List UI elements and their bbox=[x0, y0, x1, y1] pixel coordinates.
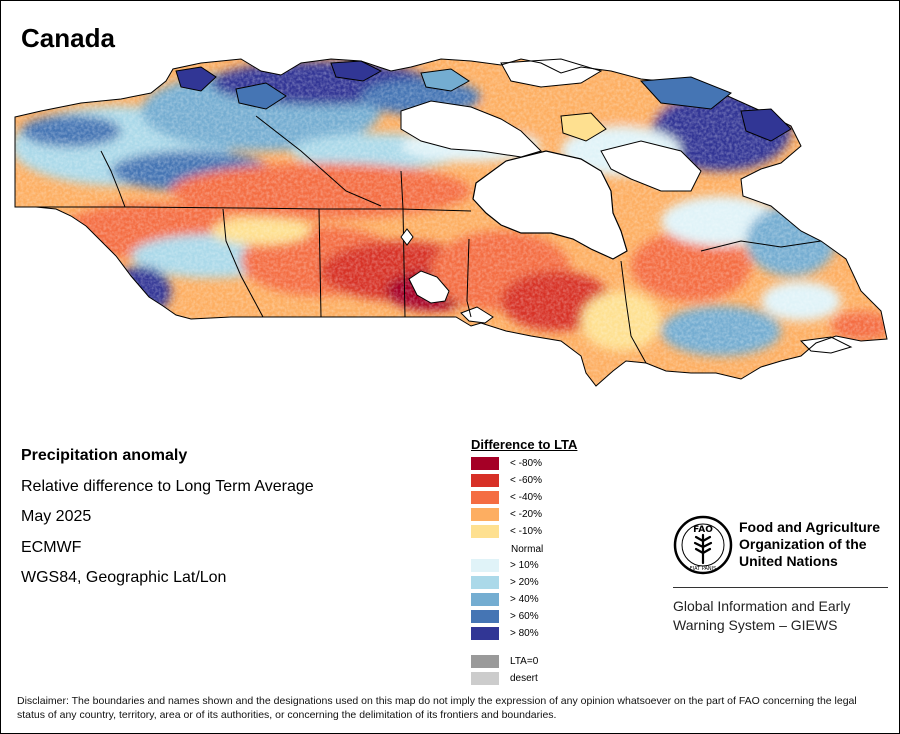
disclaimer: Disclaimer: The boundaries and names sho… bbox=[17, 695, 857, 721]
legend-swatch bbox=[471, 576, 499, 589]
legend-label: desert bbox=[510, 673, 538, 684]
legend-label: < -20% bbox=[510, 509, 542, 520]
foxe-basin bbox=[600, 140, 702, 192]
fao-organization-name: Food and Agriculture Organization of the… bbox=[739, 519, 880, 570]
fao-logo-motto: FIAT PANIS bbox=[690, 566, 717, 572]
legend-title: Difference to LTA bbox=[471, 437, 578, 452]
legend-normal-label: Normal bbox=[511, 544, 544, 555]
legend-label: > 10% bbox=[510, 560, 539, 571]
precipitation-anomaly-map bbox=[14, 58, 888, 387]
arctic-north bbox=[500, 58, 603, 88]
arctic-channels bbox=[400, 100, 542, 158]
hudson-bay bbox=[472, 150, 628, 260]
legend-label: < -10% bbox=[510, 526, 542, 537]
boundary-nwt-nunavut bbox=[255, 115, 382, 207]
legend-swatch bbox=[471, 457, 499, 470]
legend-swatch bbox=[471, 559, 499, 572]
boundary-sask-manitoba bbox=[400, 170, 406, 318]
fao-name-line: United Nations bbox=[739, 553, 838, 569]
legend-label: < -40% bbox=[510, 492, 542, 503]
boundary-60n bbox=[15, 206, 472, 212]
legend-label: > 60% bbox=[510, 611, 539, 622]
boundary-alberta-sask bbox=[318, 208, 322, 318]
legend-label: < -80% bbox=[510, 458, 542, 469]
fao-divider bbox=[673, 587, 888, 588]
legend-label: > 80% bbox=[510, 628, 539, 639]
boundary-ontario-quebec bbox=[620, 260, 647, 364]
boundary-bc-alberta bbox=[222, 208, 264, 318]
water-bodies bbox=[400, 58, 853, 354]
fao-logo-text: FAO bbox=[693, 525, 713, 535]
map-source: ECMWF bbox=[21, 538, 82, 556]
giews-line: Warning System – GIEWS bbox=[673, 617, 838, 633]
giews-line: Global Information and Early bbox=[673, 598, 851, 614]
legend-swatch bbox=[471, 672, 499, 685]
legend-swatch bbox=[471, 593, 499, 606]
legend-swatch bbox=[471, 655, 499, 668]
map-projection: WGS84, Geographic Lat/Lon bbox=[21, 569, 227, 586]
legend-swatch bbox=[471, 474, 499, 487]
fao-name-line: Organization of the bbox=[739, 536, 867, 552]
map-period: May 2025 bbox=[21, 508, 92, 525]
fao-name-line: Food and Agriculture bbox=[739, 519, 881, 535]
legend-label: < -60% bbox=[510, 475, 542, 486]
map-description: Relative difference to Long Term Average bbox=[21, 477, 314, 495]
fao-logo: FAO FIAT PANIS bbox=[673, 515, 733, 575]
boundary-yukon-nwt bbox=[100, 150, 126, 208]
map-variable: Precipitation anomaly bbox=[21, 447, 188, 464]
legend: Difference to LTA < -80% < -60% < -40% <… bbox=[471, 437, 641, 685]
legend-label: > 40% bbox=[510, 594, 539, 605]
arctic-islands bbox=[175, 60, 792, 246]
map-info: Precipitation anomaly Relative differenc… bbox=[21, 441, 314, 594]
legend-swatch bbox=[471, 508, 499, 521]
legend-swatch bbox=[471, 627, 499, 640]
giews-name: Global Information and Early Warning Sys… bbox=[673, 597, 850, 635]
legend-swatch bbox=[471, 610, 499, 623]
boundary-manitoba-ontario bbox=[466, 238, 472, 318]
legend-swatch bbox=[471, 525, 499, 538]
legend-swatch bbox=[471, 491, 499, 504]
legend-label: LTA=0 bbox=[510, 656, 539, 667]
map-title: Canada bbox=[21, 23, 115, 53]
legend-label: > 20% bbox=[510, 577, 539, 588]
boundary-quebec-labrador bbox=[700, 240, 822, 252]
lake-winnipeg bbox=[408, 270, 450, 304]
